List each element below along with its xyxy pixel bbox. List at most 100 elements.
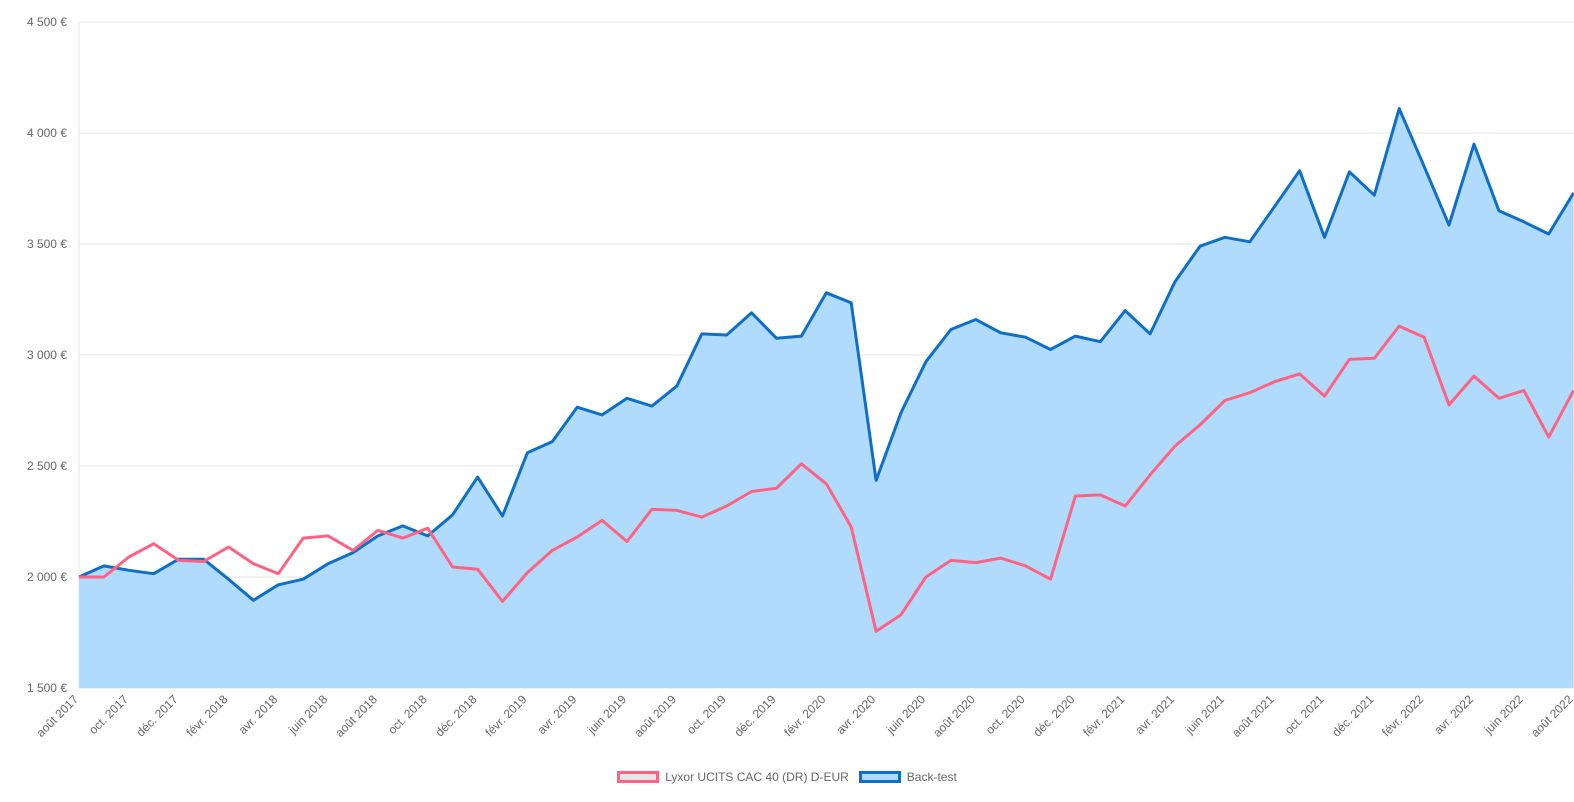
data-point-1-34	[925, 361, 926, 362]
data-point-0-36	[975, 562, 976, 563]
data-point-1-30	[826, 292, 827, 293]
legend-item-backtest[interactable]: Back-test	[858, 770, 957, 784]
x-tick-label: oct. 2017	[86, 692, 131, 737]
x-axis: août 2017 oct. 2017 déc. 2017 févr. 2018 avr…	[33, 692, 1574, 740]
x-tick-label: févr. 2020	[781, 692, 828, 739]
x-tick-label: avr. 2018	[236, 692, 281, 737]
data-point-0-16	[477, 569, 478, 570]
data-point-1-21	[602, 414, 603, 415]
y-tick-label: 4 500 €	[27, 15, 67, 29]
data-point-1-53	[1399, 108, 1400, 109]
x-tick-label: août 2017	[33, 692, 81, 740]
legend: Lyxor UCITS CAC 40 (DR) D-EUR Back-test	[0, 766, 1574, 788]
data-point-1-27	[751, 312, 752, 313]
legend-item-lyxor[interactable]: Lyxor UCITS CAC 40 (DR) D-EUR	[617, 770, 849, 784]
data-point-0-2	[128, 557, 129, 558]
x-tick-label: déc. 2020	[1030, 692, 1077, 739]
data-point-1-48	[1274, 206, 1275, 207]
y-tick-label: 2 500 €	[27, 459, 67, 473]
data-point-0-55	[1449, 404, 1450, 405]
data-point-1-45	[1199, 246, 1200, 247]
data-point-1-35	[950, 329, 951, 330]
x-tick-label: août 2020	[930, 692, 978, 740]
x-tick-label: juin 2019	[584, 692, 629, 737]
data-point-0-12	[377, 530, 378, 531]
data-point-0-51	[1349, 359, 1350, 360]
x-tick-label: août 2021	[1229, 692, 1277, 740]
data-point-1-22	[627, 398, 628, 399]
x-tick-label: avr. 2019	[535, 692, 580, 737]
data-point-0-17	[502, 601, 503, 602]
data-point-0-11	[353, 550, 354, 551]
x-tick-label: févr. 2018	[183, 692, 230, 739]
data-point-0-27	[751, 491, 752, 492]
data-point-1-43	[1150, 333, 1151, 334]
data-point-1-54	[1424, 166, 1425, 167]
data-point-0-14	[427, 528, 428, 529]
legend-swatch-lyxor	[617, 771, 660, 783]
data-point-1-17	[502, 515, 503, 516]
data-point-1-31	[851, 302, 852, 303]
data-point-1-14	[427, 535, 428, 536]
data-point-1-10	[328, 563, 329, 564]
data-point-0-34	[925, 577, 926, 578]
data-point-0-46	[1224, 400, 1225, 401]
data-point-1-16	[477, 477, 478, 478]
data-point-1-26	[726, 335, 727, 336]
y-tick-label: 1 500 €	[27, 681, 67, 695]
data-point-1-19	[552, 441, 553, 442]
series-line-1	[78, 107, 1574, 602]
data-point-1-29	[801, 336, 802, 337]
data-point-0-29	[801, 463, 802, 464]
data-point-1-23	[651, 406, 652, 407]
data-point-0-24	[676, 510, 677, 511]
x-tick-label: oct. 2019	[684, 692, 729, 737]
data-point-0-56	[1473, 376, 1474, 377]
x-tick-label: févr. 2021	[1080, 692, 1127, 739]
data-point-1-2	[128, 570, 129, 571]
data-point-0-30	[826, 483, 827, 484]
x-tick-label: juin 2022	[1481, 692, 1526, 737]
data-point-0-53	[1399, 326, 1400, 327]
data-point-1-41	[1100, 341, 1101, 342]
data-point-0-8	[278, 573, 279, 574]
chart-canvas: 1 500 € 2 000 € 2 500 € 3 000 € 3 500 € 4 000…	[27, 15, 1574, 740]
data-point-1-42	[1125, 310, 1126, 311]
legend-swatch-backtest	[858, 771, 901, 783]
chart-series	[78, 107, 1574, 689]
data-point-1-46	[1224, 237, 1225, 238]
x-tick-label: août 2019	[631, 692, 679, 740]
data-point-0-21	[602, 520, 603, 521]
data-point-0-43	[1150, 474, 1151, 475]
y-tick-label: 2 000 €	[27, 570, 67, 584]
data-point-1-9	[303, 579, 304, 580]
data-point-0-10	[328, 535, 329, 536]
data-point-1-7	[253, 600, 254, 601]
legend-label-lyxor: Lyxor UCITS CAC 40 (DR) D-EUR	[665, 770, 849, 784]
y-tick-label: 3 000 €	[27, 348, 67, 362]
data-point-1-12	[377, 535, 378, 536]
data-point-0-28	[776, 488, 777, 489]
data-point-1-32	[876, 480, 877, 481]
series-area-1	[79, 108, 1574, 689]
x-tick-label: juin 2018	[285, 692, 330, 737]
x-tick-label: oct. 2018	[385, 692, 430, 737]
y-tick-label: 3 500 €	[27, 237, 67, 251]
data-point-0-33	[901, 614, 902, 615]
data-point-0-31	[851, 527, 852, 528]
data-point-1-47	[1249, 241, 1250, 242]
data-point-1-25	[701, 333, 702, 334]
data-point-1-57	[1498, 210, 1499, 211]
y-axis: 1 500 € 2 000 € 2 500 € 3 000 € 3 500 € 4 000…	[27, 15, 67, 695]
x-tick-label: oct. 2021	[1282, 692, 1327, 737]
data-point-1-49	[1299, 170, 1300, 171]
data-point-0-35	[950, 560, 951, 561]
data-point-0-4	[178, 560, 179, 561]
data-point-1-39	[1050, 349, 1051, 350]
data-point-1-33	[901, 412, 902, 413]
data-point-1-11	[353, 552, 354, 553]
data-point-0-25	[701, 517, 702, 518]
x-tick-label: déc. 2019	[731, 692, 778, 739]
data-point-0-19	[552, 550, 553, 551]
x-tick-label: déc. 2021	[1329, 692, 1376, 739]
